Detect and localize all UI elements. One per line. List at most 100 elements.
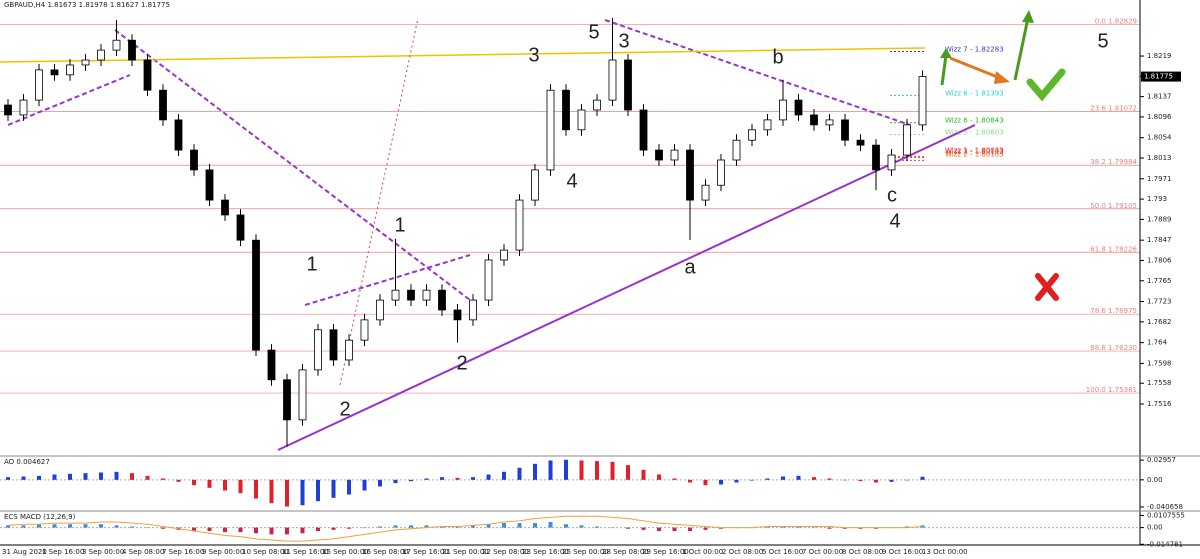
wizz-label: Wizz 7 - 1.82283 bbox=[945, 45, 1004, 53]
y-tick-label: 0.00 bbox=[1147, 524, 1163, 532]
macd-bar bbox=[874, 527, 878, 529]
check-mark bbox=[1026, 68, 1066, 102]
ao-bar bbox=[37, 475, 41, 480]
ao-bar bbox=[254, 479, 258, 499]
macd-signal bbox=[7, 515, 923, 542]
macd-bar bbox=[672, 527, 677, 531]
ao-bar bbox=[238, 479, 243, 494]
macd-bar bbox=[905, 526, 909, 528]
fib-label: 38.2 1.79984 bbox=[1090, 158, 1137, 166]
x-tick-label: 9 Oct 16:00 bbox=[882, 548, 923, 556]
fib-label: 100.0 1.75381 bbox=[1086, 386, 1137, 394]
ao-bar bbox=[192, 479, 196, 486]
candle-body bbox=[97, 49, 105, 61]
candle-body bbox=[546, 89, 555, 171]
wizz-label: Wizz 5 - 1.80603 bbox=[945, 129, 1004, 137]
ao-bar bbox=[827, 478, 832, 480]
ao-bar bbox=[6, 477, 10, 480]
ao-bar bbox=[161, 478, 165, 480]
macd-bar bbox=[486, 524, 491, 528]
x-tick-label: 4 Sep 08:00 bbox=[122, 548, 164, 556]
x-tick-label: 1 Oct 00:00 bbox=[682, 548, 723, 556]
candle-body bbox=[562, 89, 570, 131]
macd-bar bbox=[548, 521, 553, 528]
candle-body bbox=[670, 149, 679, 161]
ao-bar bbox=[68, 473, 72, 480]
y-tick-label: 1.7889 bbox=[1147, 215, 1172, 223]
ao-bar bbox=[595, 461, 599, 480]
candle-body bbox=[841, 119, 849, 141]
ao-bar bbox=[858, 479, 863, 482]
candle-body bbox=[453, 309, 462, 321]
candle-body bbox=[701, 184, 710, 201]
wizz-label: Wizz 1 - 1.80083 bbox=[945, 146, 1004, 154]
candle-body bbox=[35, 69, 43, 101]
ao-bar bbox=[905, 479, 909, 481]
macd-bar bbox=[796, 526, 801, 528]
macd-bar bbox=[579, 525, 584, 528]
ao-bar bbox=[316, 479, 320, 502]
ao-bar bbox=[83, 473, 88, 480]
macd-bar bbox=[362, 527, 367, 529]
candle-body bbox=[407, 289, 415, 301]
y-tick-label: -0.014781 bbox=[1147, 540, 1183, 548]
ao-title: AO 0.004627 bbox=[4, 458, 50, 466]
candle-body bbox=[655, 149, 663, 161]
x-tick-label: 23 Sep 16:00 bbox=[522, 548, 569, 556]
ao-bar bbox=[517, 467, 522, 480]
y-tick-label: 1.7971 bbox=[1147, 175, 1172, 183]
y-tick-label: 1.7682 bbox=[1147, 318, 1172, 326]
macd-bar bbox=[471, 525, 475, 528]
macd-bar bbox=[83, 524, 88, 528]
x-tick-label: 31 Aug 2020 bbox=[2, 548, 47, 556]
fib-label: 50.0 1.79105 bbox=[1090, 202, 1137, 210]
y-tick-label: 1.7847 bbox=[1147, 236, 1172, 244]
macd-bar bbox=[703, 527, 708, 530]
x-tick-label: 1 Sep 16:00 bbox=[42, 548, 84, 556]
wizz-label: Wizz 6 - 1.80843 bbox=[945, 117, 1004, 125]
x-tick-label: 8 Oct 08:00 bbox=[842, 548, 883, 556]
candle-body bbox=[128, 39, 136, 61]
y-tick-label: 0.00 bbox=[1147, 476, 1163, 484]
macd-bar bbox=[223, 527, 227, 533]
ao-bar bbox=[21, 476, 26, 480]
ao-bar bbox=[657, 474, 661, 480]
ao-bar bbox=[114, 471, 119, 480]
fib-label: 88.6 1.76230 bbox=[1090, 344, 1137, 352]
ao-bar bbox=[703, 479, 708, 486]
candle-body bbox=[779, 99, 787, 121]
macd-bar bbox=[331, 527, 336, 530]
candle-body bbox=[810, 114, 818, 126]
candle-body bbox=[252, 239, 260, 351]
ao-bar bbox=[223, 479, 227, 491]
ao-bar bbox=[362, 479, 367, 491]
ao-bar bbox=[533, 463, 537, 480]
macd-bar bbox=[347, 527, 351, 529]
macd-bar bbox=[99, 524, 103, 528]
macd-bar bbox=[781, 526, 785, 528]
ao-bar bbox=[688, 479, 692, 483]
wave-label: 4 bbox=[566, 170, 577, 192]
x-tick-label: 9 Sep 00:00 bbox=[202, 548, 244, 556]
y-tick-label: 1.764 bbox=[1147, 339, 1168, 347]
macd-bar bbox=[424, 525, 429, 528]
ao-bar bbox=[502, 471, 506, 480]
ao-bar bbox=[734, 479, 739, 483]
wizz-label: Wizz 3 - 1.80143 bbox=[945, 147, 1004, 155]
ao-bar bbox=[300, 479, 305, 506]
macd-bar bbox=[610, 527, 615, 529]
candle-body bbox=[345, 339, 353, 361]
macd-bar bbox=[502, 523, 506, 528]
candle-body bbox=[484, 259, 493, 301]
candle-body bbox=[515, 199, 524, 251]
macd-title: ECS MACD (12,26,9) bbox=[4, 513, 76, 521]
ao-bar bbox=[145, 475, 150, 480]
candle-body bbox=[686, 149, 694, 201]
x-tick-label: 13 Oct 00:00 bbox=[922, 548, 968, 556]
macd-bar bbox=[440, 526, 444, 528]
wizz-label: Wizz 6 - 1.81393 bbox=[945, 90, 1004, 98]
fib-layer: 0.0 1.82829 23.6 1.81072 38.2 1.79984 50.0 … bbox=[0, 17, 1140, 394]
ma-line bbox=[0, 47, 926, 63]
candle-body bbox=[159, 89, 167, 121]
